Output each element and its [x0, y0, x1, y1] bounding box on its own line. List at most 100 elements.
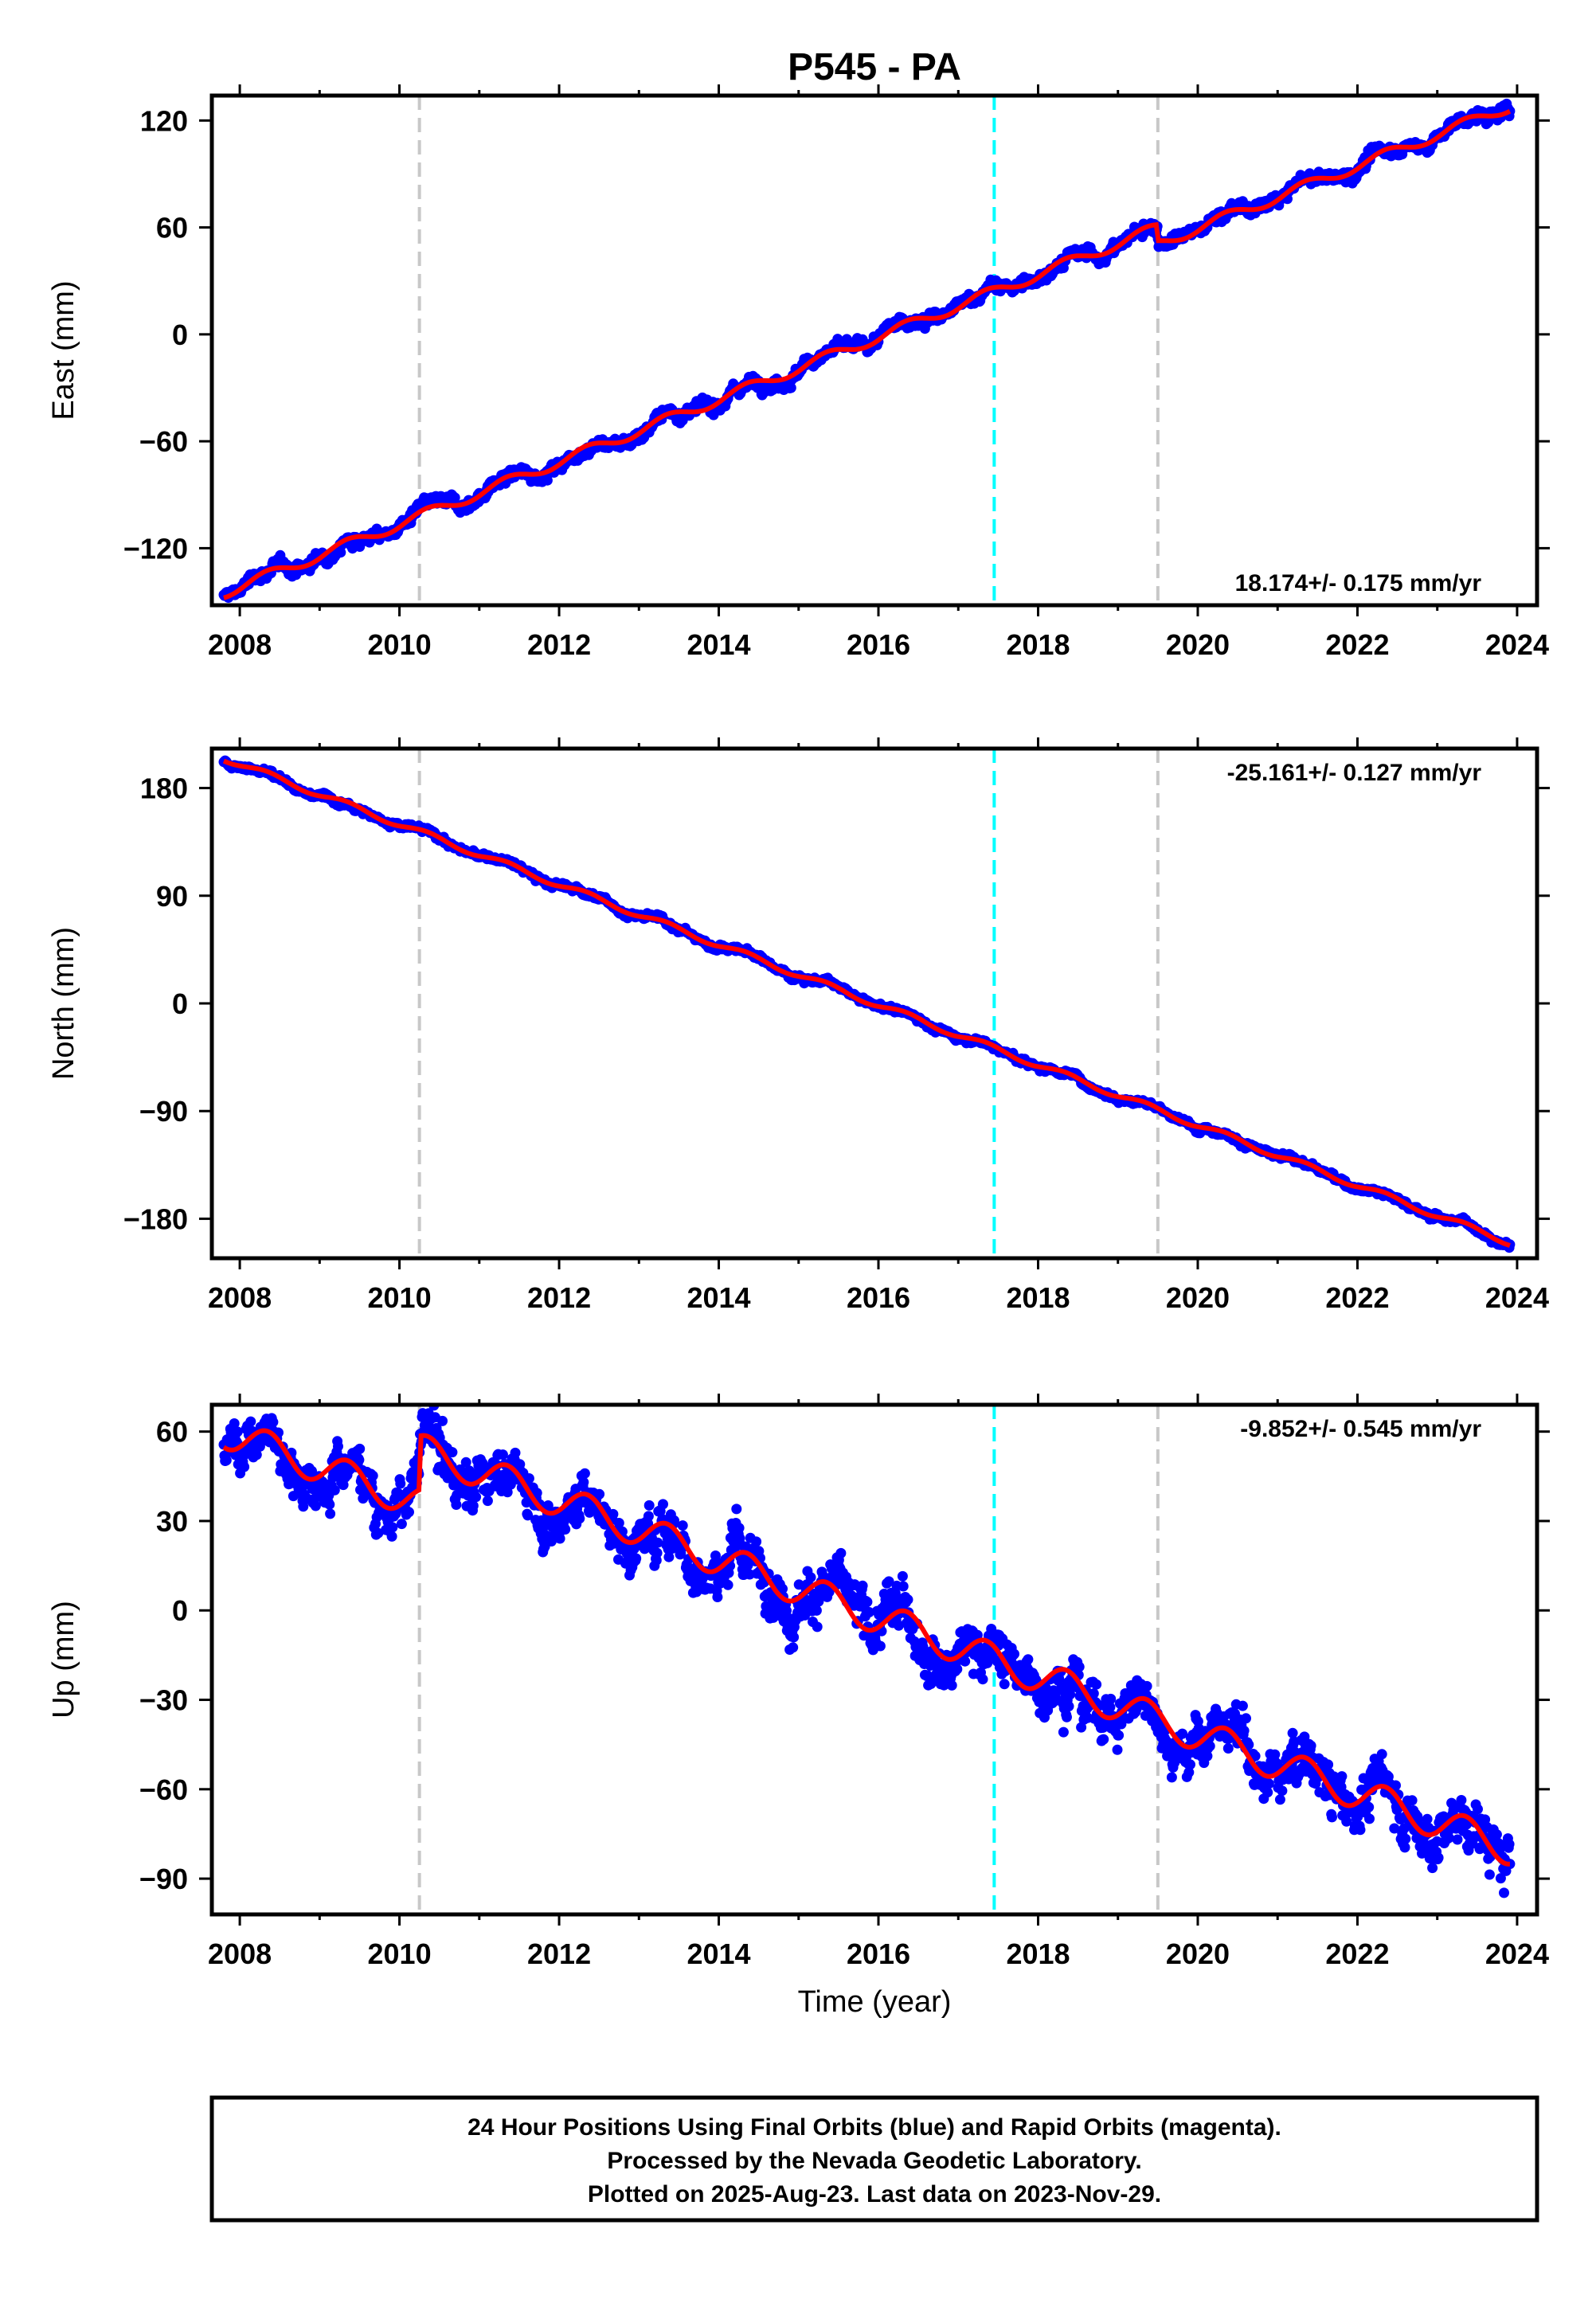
up-point: [254, 1441, 265, 1452]
up-point: [307, 1465, 317, 1476]
up-point: [467, 1500, 479, 1511]
up-point: [579, 1468, 590, 1479]
north-rate-annotation: -25.161+/- 0.127 mm/yr: [1227, 760, 1482, 786]
up-point: [367, 1470, 378, 1481]
up-point: [788, 1632, 800, 1643]
north-x-tick-label: 2022: [1325, 1281, 1389, 1314]
up-point: [395, 1478, 406, 1489]
up-point: [613, 1518, 624, 1528]
up-point: [268, 1417, 279, 1428]
up-point: [232, 1426, 243, 1437]
up-point: [451, 1500, 462, 1510]
up-point: [651, 1547, 663, 1558]
north-x-tick-label: 2014: [687, 1281, 750, 1314]
up-point: [354, 1454, 365, 1465]
up-point: [404, 1507, 414, 1518]
up-point: [329, 1484, 340, 1496]
east-x-tick-label: 2010: [368, 628, 432, 661]
up-point: [522, 1510, 534, 1521]
up-point: [497, 1449, 508, 1461]
up-point: [251, 1449, 262, 1461]
up-point: [812, 1621, 823, 1633]
up-point: [502, 1487, 513, 1498]
up-point: [239, 1461, 250, 1472]
north-x-tick-label: 2008: [208, 1281, 272, 1314]
up-observations: [218, 1405, 1516, 1898]
north-y-tick-label: 90: [156, 880, 188, 913]
up-point: [643, 1511, 654, 1522]
east-point: [785, 382, 796, 393]
east-rate-annotation: 18.174+/- 0.175 mm/yr: [1235, 570, 1482, 596]
up-point: [631, 1553, 642, 1564]
up-point: [531, 1488, 542, 1499]
up-point: [669, 1515, 679, 1526]
up-point: [608, 1508, 619, 1519]
north-x-tick-label: 2010: [368, 1281, 432, 1314]
north-x-tick-label: 2018: [1006, 1281, 1070, 1314]
up-point: [460, 1457, 471, 1468]
up-point: [643, 1500, 655, 1511]
up-point: [396, 1519, 407, 1530]
north-y-tick-label: 180: [140, 772, 188, 805]
up-point: [298, 1501, 309, 1512]
east-y-axis-label: East (mm): [47, 280, 80, 420]
up-point: [731, 1504, 742, 1515]
east-x-tick-label: 2008: [208, 628, 272, 661]
east-x-tick-label: 2020: [1166, 628, 1230, 661]
north-panel: 2008 2010 2012 2014 2016 2018 2020 2022 2024−180…: [47, 737, 1550, 1314]
up-point: [523, 1473, 534, 1484]
up-point: [554, 1533, 565, 1544]
up-point: [663, 1551, 675, 1562]
east-x-tick-label: 2022: [1325, 628, 1389, 661]
up-point: [712, 1592, 723, 1602]
north-y-tick-label: −180: [123, 1202, 188, 1235]
east-plot-area: [218, 96, 1516, 605]
up-point: [811, 1605, 822, 1616]
east-y-tick-label: 120: [140, 104, 188, 137]
up-point: [805, 1572, 816, 1583]
up-point: [354, 1443, 366, 1454]
up-point: [229, 1418, 240, 1429]
up-point: [751, 1536, 762, 1547]
up-point: [651, 1554, 662, 1566]
up-point: [310, 1500, 321, 1511]
up-point: [777, 1583, 788, 1594]
east-y-tick-label: 0: [172, 319, 188, 351]
up-point: [447, 1447, 458, 1458]
up-point: [578, 1476, 589, 1488]
up-point: [373, 1527, 384, 1539]
east-observations: [218, 98, 1516, 603]
east-model-line: [223, 108, 1512, 600]
up-point: [768, 1612, 779, 1623]
east-y-tick-label: −60: [139, 425, 188, 458]
east-x-tick-label: 2018: [1006, 628, 1070, 661]
north-x-tick-label: 2024: [1485, 1281, 1549, 1314]
east-x-tick-label: 2014: [687, 628, 750, 661]
north-y-tick-label: −90: [139, 1095, 188, 1128]
up-point: [510, 1447, 521, 1458]
up-point: [652, 1537, 663, 1548]
up-panel: 2008 2010 2012 2014 2016 2018 2020 2022 2024−90−…: [47, 1394, 1550, 2019]
north-x-tick-label: 2012: [527, 1281, 591, 1314]
up-point: [594, 1488, 605, 1500]
up-point: [788, 1642, 799, 1653]
up-point: [386, 1531, 397, 1542]
up-point: [574, 1513, 585, 1524]
up-point: [221, 1455, 232, 1466]
north-y-axis-label: North (mm): [47, 927, 80, 1080]
east-panel: 2008 2010 2012 2014 2016 2018 2020 2022 2024−120…: [47, 84, 1550, 661]
east-frame: [209, 93, 1539, 608]
up-point: [658, 1499, 668, 1510]
up-point: [333, 1441, 343, 1452]
north-plot-area: [218, 749, 1516, 1258]
up-point: [325, 1508, 336, 1519]
up-point: [245, 1416, 256, 1427]
up-point: [722, 1579, 733, 1590]
east-y-tick-label: 60: [156, 212, 188, 244]
up-point: [482, 1496, 493, 1507]
up-point: [387, 1522, 398, 1533]
up-point: [677, 1520, 688, 1531]
chart-title: P545 - PA: [788, 46, 961, 88]
up-point: [560, 1524, 571, 1535]
